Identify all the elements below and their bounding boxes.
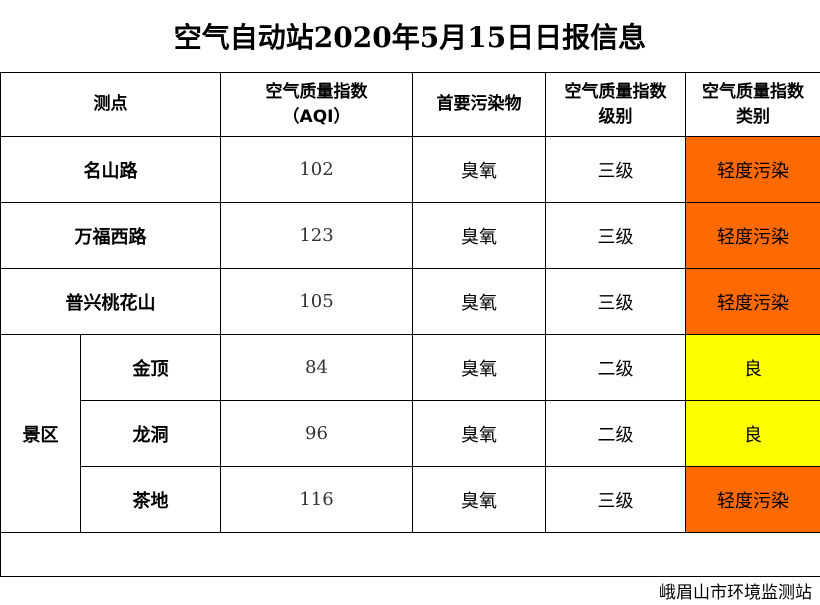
aqi-table: 测点 空气质量指数 （AQI） 首要污染物 空气质量指数 级别 空气质量指数 类… bbox=[0, 72, 820, 577]
site-name: 茶地 bbox=[80, 466, 221, 533]
primary-pollutant: 臭氧 bbox=[412, 466, 546, 533]
aqi-category: 轻度污染 bbox=[685, 268, 820, 335]
aqi-value: 84 bbox=[220, 334, 413, 401]
header-aqi-line1: 空气质量指数 bbox=[265, 81, 368, 102]
table-row: 景区 金顶 84 臭氧 二级 良 bbox=[0, 334, 820, 533]
blank-cell bbox=[0, 532, 820, 577]
site-name: 万福西路 bbox=[0, 202, 221, 269]
table-row: 龙洞 96 臭氧 二级 良 bbox=[1, 400, 820, 467]
group-label: 景区 bbox=[0, 334, 81, 533]
header-level: 空气质量指数 级别 bbox=[545, 72, 686, 137]
site-name: 金顶 bbox=[80, 334, 221, 401]
primary-pollutant: 臭氧 bbox=[412, 400, 546, 467]
table-blank-row bbox=[0, 532, 820, 577]
primary-pollutant: 臭氧 bbox=[412, 202, 546, 269]
header-site: 测点 bbox=[0, 72, 221, 137]
header-level-line1: 空气质量指数 bbox=[564, 81, 667, 102]
aqi-category: 轻度污染 bbox=[685, 202, 820, 269]
aqi-value: 96 bbox=[220, 400, 413, 467]
aqi-level: 二级 bbox=[545, 400, 686, 467]
table-row: 普兴桃花山 105 臭氧 三级 轻度污染 bbox=[0, 268, 820, 335]
primary-pollutant: 臭氧 bbox=[412, 136, 546, 203]
aqi-level: 三级 bbox=[545, 466, 686, 533]
header-pollutant: 首要污染物 bbox=[412, 72, 546, 137]
aqi-category: 良 bbox=[685, 400, 820, 467]
site-name: 名山路 bbox=[0, 136, 221, 203]
aqi-value: 116 bbox=[220, 466, 413, 533]
header-category-line2: 类别 bbox=[736, 106, 770, 127]
aqi-category: 良 bbox=[685, 334, 820, 401]
table-row: 茶地 116 臭氧 三级 轻度污染 bbox=[1, 466, 820, 533]
aqi-value: 105 bbox=[220, 268, 413, 335]
aqi-level: 三级 bbox=[545, 202, 686, 269]
aqi-level: 三级 bbox=[545, 136, 686, 203]
report-title: 空气自动站2020年5月15日日报信息 bbox=[173, 21, 647, 54]
header-category: 空气质量指数 类别 bbox=[685, 72, 820, 137]
aqi-level: 三级 bbox=[545, 268, 686, 335]
aqi-category: 轻度污染 bbox=[685, 466, 820, 533]
aqi-level: 二级 bbox=[545, 334, 686, 401]
table-row: 名山路 102 臭氧 三级 轻度污染 bbox=[0, 136, 820, 203]
aqi-value: 102 bbox=[220, 136, 413, 203]
primary-pollutant: 臭氧 bbox=[412, 334, 546, 401]
table-row: 万福西路 123 臭氧 三级 轻度污染 bbox=[0, 202, 820, 269]
primary-pollutant: 臭氧 bbox=[412, 268, 546, 335]
header-aqi: 空气质量指数 （AQI） bbox=[220, 72, 413, 137]
header-category-line1: 空气质量指数 bbox=[702, 81, 804, 102]
aqi-value: 123 bbox=[220, 202, 413, 269]
header-level-line2: 级别 bbox=[598, 106, 633, 127]
table-header-row: 测点 空气质量指数 （AQI） 首要污染物 空气质量指数 级别 空气质量指数 类… bbox=[0, 72, 820, 137]
footer-org: 峨眉山市环境监测站 bbox=[659, 582, 812, 603]
aqi-category: 轻度污染 bbox=[685, 136, 820, 203]
header-aqi-line2: （AQI） bbox=[282, 106, 351, 127]
site-name: 普兴桃花山 bbox=[0, 268, 221, 335]
site-name: 龙洞 bbox=[80, 400, 221, 467]
